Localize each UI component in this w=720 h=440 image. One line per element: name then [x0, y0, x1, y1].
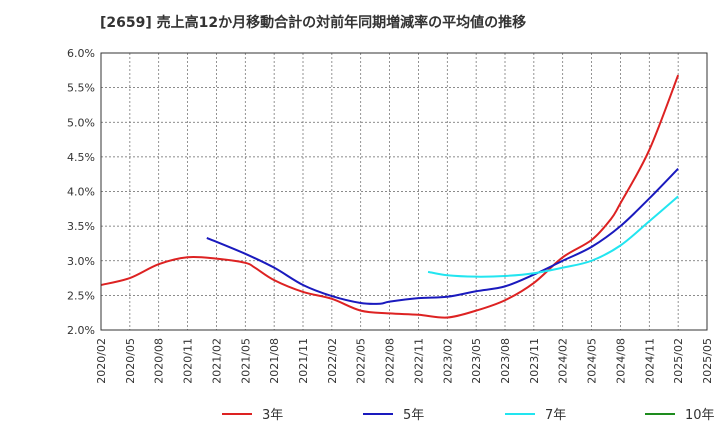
y-tick-label: 2.0%	[67, 324, 95, 337]
y-tick-label: 5.5%	[67, 82, 95, 95]
y-tick-label: 4.5%	[67, 151, 95, 164]
y-tick-label: 3.0%	[67, 255, 95, 268]
x-tick-label: 2024/05	[586, 338, 599, 384]
x-tick-label: 2022/05	[355, 338, 368, 384]
x-tick-label: 2020/02	[95, 338, 108, 384]
legend-label: 3年	[262, 408, 283, 423]
x-tick-label: 2022/11	[412, 338, 425, 384]
x-tick-label: 2025/02	[672, 338, 685, 384]
y-tick-label: 6.0%	[67, 47, 95, 60]
chart-title: [2659] 売上高12か月移動合計の対前年同期増減率の平均値の推移	[100, 14, 526, 31]
x-tick-label: 2024/11	[643, 338, 656, 384]
x-tick-label: 2021/08	[268, 338, 281, 384]
series-line-2	[427, 195, 679, 278]
legend-label: 5年	[403, 408, 424, 423]
x-tick-label: 2023/11	[528, 338, 541, 384]
x-tick-label: 2021/02	[210, 338, 223, 384]
x-axis: 2020/02 2020/05 2020/08 2020/11 2021/02 2021/…	[95, 338, 714, 384]
chart-grid	[100, 52, 708, 331]
legend: 3年 5年 7年 10年	[222, 408, 715, 423]
y-tick-label: 5.0%	[67, 116, 95, 129]
series-line-1	[206, 167, 679, 305]
y-tick-label: 3.5%	[67, 220, 95, 233]
plot-frame	[100, 52, 708, 331]
y-tick-label: 2.5%	[67, 289, 95, 302]
series-lines	[100, 74, 680, 319]
x-tick-label: 2025/05	[701, 338, 714, 384]
legend-label: 7年	[545, 408, 566, 423]
x-tick-label: 2020/05	[124, 338, 137, 384]
x-tick-label: 2021/11	[297, 338, 310, 384]
legend-label: 10年	[685, 408, 715, 423]
x-tick-label: 2020/11	[182, 338, 195, 384]
x-tick-label: 2021/05	[239, 338, 252, 384]
x-tick-label: 2022/08	[384, 338, 397, 384]
x-tick-label: 2022/02	[326, 338, 339, 384]
series-line-0	[100, 74, 680, 319]
x-tick-label: 2020/08	[153, 338, 166, 384]
x-tick-label: 2023/05	[470, 338, 483, 384]
y-tick-label: 4.0%	[67, 186, 95, 199]
x-tick-label: 2023/02	[441, 338, 454, 384]
y-axis: 2.0% 2.5% 3.0% 3.5% 4.0% 4.5% 5.0% 5.5% 6.0%	[67, 47, 95, 337]
x-tick-label: 2024/02	[557, 338, 570, 384]
x-tick-label: 2024/08	[614, 338, 627, 384]
x-tick-label: 2023/08	[499, 338, 512, 384]
